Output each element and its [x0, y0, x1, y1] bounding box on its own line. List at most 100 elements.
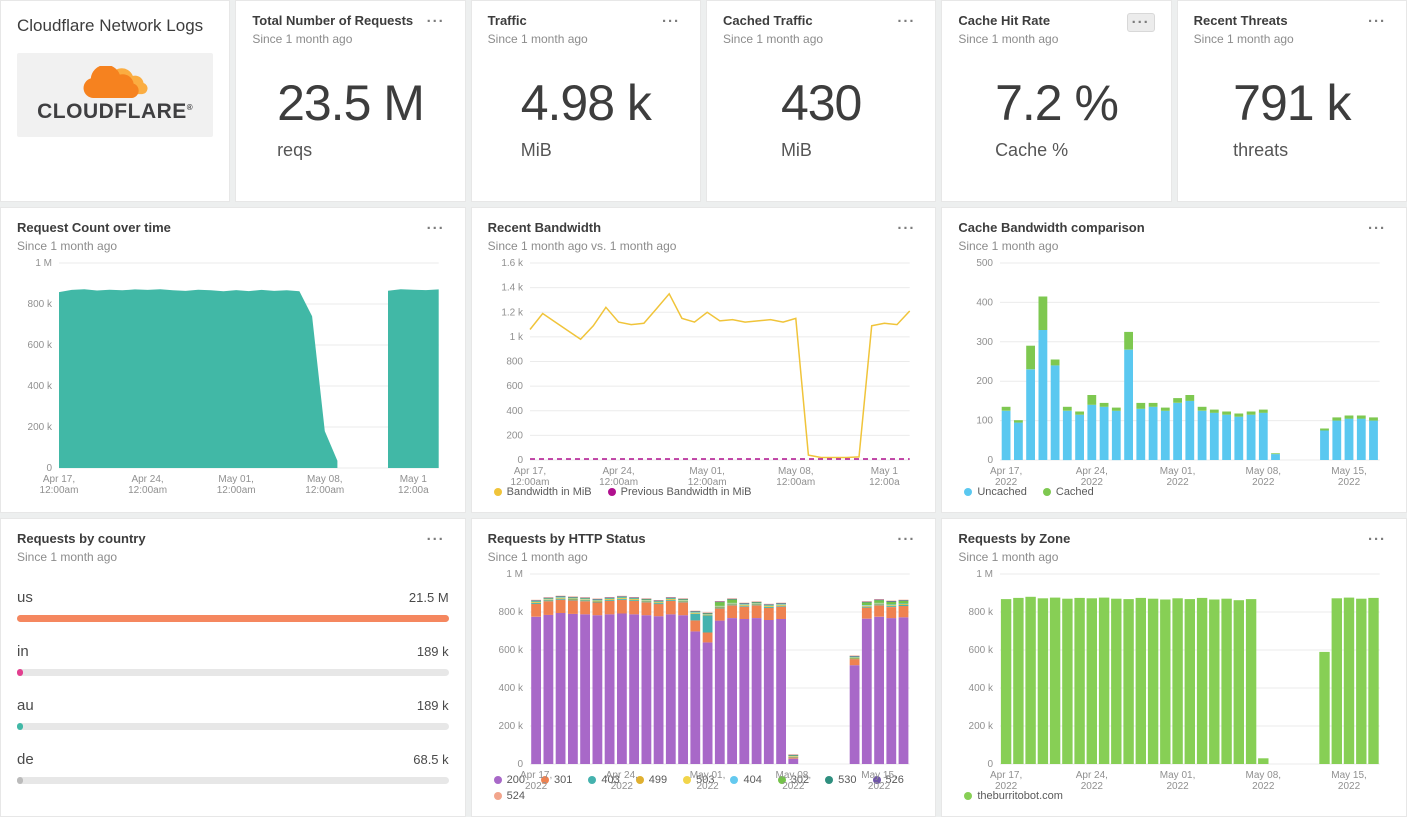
legend-label: 301: [554, 774, 573, 786]
panel-subtitle: Since 1 month ago: [1193, 32, 1294, 46]
recent-bandwidth-chart[interactable]: 0 200 400 600 800 1 k 1.2 k 1.4 k 1.6 k Apr 17, 12…: [488, 257, 920, 492]
svg-text:100: 100: [977, 416, 994, 427]
svg-text:Apr 24,2022: Apr 24, 2022: [1076, 770, 1108, 792]
chart-legend: Bandwidth in MiB Previous Bandwidth in Mi…: [488, 480, 920, 500]
svg-text:500: 500: [977, 258, 994, 269]
legend-label: 404: [743, 774, 762, 786]
registered-mark: ®: [186, 102, 194, 112]
svg-text:400: 400: [506, 406, 523, 417]
panel-recent-bandwidth: Recent Bandwidth Since 1 month ago vs. 1…: [470, 207, 937, 513]
legend-item[interactable]: 200: [493, 774, 526, 786]
svg-text:400 k: 400 k: [28, 381, 53, 392]
svg-text:0: 0: [988, 759, 994, 770]
panel-menu-button[interactable]: ···: [897, 531, 916, 548]
svg-text:1 M: 1 M: [35, 258, 52, 269]
panel-menu-button[interactable]: ···: [1126, 13, 1155, 32]
cloudflare-logo: CLOUDFLARE®: [17, 52, 214, 137]
panel-requests-by-http-status: Requests by HTTP Status Since 1 month ag…: [470, 518, 937, 817]
legend-item[interactable]: Previous Bandwidth in MiB: [607, 486, 752, 498]
legend-dot: [607, 488, 616, 496]
legend-dot: [777, 776, 786, 784]
panel-title: Recent Bandwidth: [487, 220, 602, 235]
panel-menu-button[interactable]: ···: [426, 13, 445, 30]
panel-subtitle: Since 1 month ago: [487, 32, 588, 46]
panel-menu-button[interactable]: ···: [897, 220, 916, 237]
svg-text:600 k: 600 k: [28, 340, 53, 351]
svg-text:Apr 24,12:00am: Apr 24, 12:00am: [599, 466, 638, 488]
panel-title: Cache Bandwidth comparison: [958, 220, 1145, 235]
request-count-chart[interactable]: 0 200 k 400 k 600 k 800 k 1 M Apr 17, 12:00am Ap…: [17, 257, 449, 500]
svg-text:200: 200: [506, 430, 523, 441]
svg-text:1 M: 1 M: [506, 569, 523, 580]
legend-item[interactable]: 301: [541, 774, 572, 786]
panel-menu-button[interactable]: ···: [897, 13, 916, 30]
legend-label: 200: [506, 774, 526, 786]
zone-chart[interactable]: 0 200 k 400 k 600 k 800 k 1 M Apr 17, 2022 Apr 2…: [958, 568, 1390, 796]
cloudflare-cloud-front-shape: [83, 65, 139, 98]
panel-menu-button[interactable]: ···: [1367, 13, 1386, 30]
country-bar-fill: [17, 615, 449, 622]
panel-title: Traffic: [487, 13, 527, 28]
panel-menu-button[interactable]: ···: [426, 531, 445, 548]
legend-item[interactable]: Uncached: [964, 486, 1027, 498]
country-bar-track: [17, 669, 449, 676]
legend-label: Uncached: [977, 486, 1027, 498]
legend-dot: [964, 792, 973, 800]
panel-menu-button[interactable]: ···: [1367, 531, 1386, 548]
svg-text:400 k: 400 k: [498, 683, 523, 694]
panel-traffic: Traffic Since 1 month ago ··· 4.98 k MiB: [470, 0, 701, 202]
svg-text:600 k: 600 k: [498, 645, 523, 656]
svg-text:800 k: 800 k: [498, 607, 523, 618]
panel-menu-button[interactable]: ···: [1367, 220, 1386, 237]
legend-item[interactable]: 503: [683, 774, 714, 786]
svg-text:400: 400: [977, 297, 994, 308]
legend-dot: [872, 776, 881, 784]
panel-menu-button[interactable]: ···: [426, 220, 445, 237]
country-bar-track: [17, 615, 449, 622]
legend-item[interactable]: 404: [730, 774, 762, 786]
legend-label: Bandwidth in MiB: [506, 486, 592, 498]
legend-dot: [825, 776, 834, 784]
svg-text:Apr 17,2022: Apr 17, 2022: [520, 770, 552, 792]
legend-label: 403: [601, 774, 620, 786]
chart-legend: theburritobot.com: [958, 784, 1390, 804]
country-row: in 189 k: [17, 643, 449, 676]
country-row: de 68.5 k: [17, 751, 449, 784]
cache-bandwidth-chart[interactable]: 0 100 200 300 400 500 Apr 17, 2022 Apr 24, 2022 Ma…: [958, 257, 1390, 492]
svg-text:0: 0: [517, 759, 523, 770]
legend-item[interactable]: theburritobot.com: [964, 790, 1063, 802]
panel-title: Requests by country: [17, 531, 146, 546]
svg-text:Apr 24,2022: Apr 24, 2022: [1076, 466, 1108, 488]
panel-subtitle: Since 1 month ago vs. 1 month ago: [487, 239, 677, 253]
panel-subtitle: Since 1 month ago: [252, 32, 353, 46]
svg-text:200 k: 200 k: [969, 721, 994, 732]
svg-text:May 08,12:00am: May 08, 12:00am: [776, 466, 815, 488]
country-bar-track: [17, 723, 449, 730]
legend-item[interactable]: 302: [777, 774, 809, 786]
svg-text:1.2 k: 1.2 k: [501, 307, 524, 318]
country-label: de: [17, 751, 34, 768]
panel-subtitle: Since 1 month ago: [958, 32, 1059, 46]
legend-item[interactable]: Cached: [1042, 486, 1094, 498]
svg-text:300: 300: [977, 337, 994, 348]
legend-item[interactable]: 524: [493, 790, 525, 802]
legend-item[interactable]: Bandwidth in MiB: [493, 486, 592, 498]
http-status-chart[interactable]: 0 200 k 400 k 600 k 800 k 1 M Apr 17, 2022 Apr 2…: [488, 568, 920, 796]
legend-item[interactable]: 403: [588, 774, 620, 786]
svg-text:May 112:00a: May 1 12:00a: [869, 466, 900, 488]
legend-item[interactable]: 526: [872, 774, 904, 786]
legend-dot: [635, 776, 644, 784]
legend-dot: [730, 776, 739, 784]
panel-menu-button[interactable]: ···: [661, 13, 680, 30]
legend-item[interactable]: 499: [635, 774, 667, 786]
svg-text:800: 800: [506, 357, 523, 368]
svg-text:Apr 24,2022: Apr 24, 2022: [605, 770, 637, 792]
panel-title: Total Number of Requests: [252, 13, 414, 28]
legend-item[interactable]: 530: [825, 774, 857, 786]
panel-title: Request Count over time: [17, 220, 171, 235]
svg-text:200: 200: [977, 376, 994, 387]
chart-legend: Uncached Cached: [958, 480, 1390, 500]
panel-subtitle: Since 1 month ago: [17, 239, 118, 253]
country-bar-fill: [17, 669, 24, 676]
svg-text:0: 0: [517, 455, 523, 466]
